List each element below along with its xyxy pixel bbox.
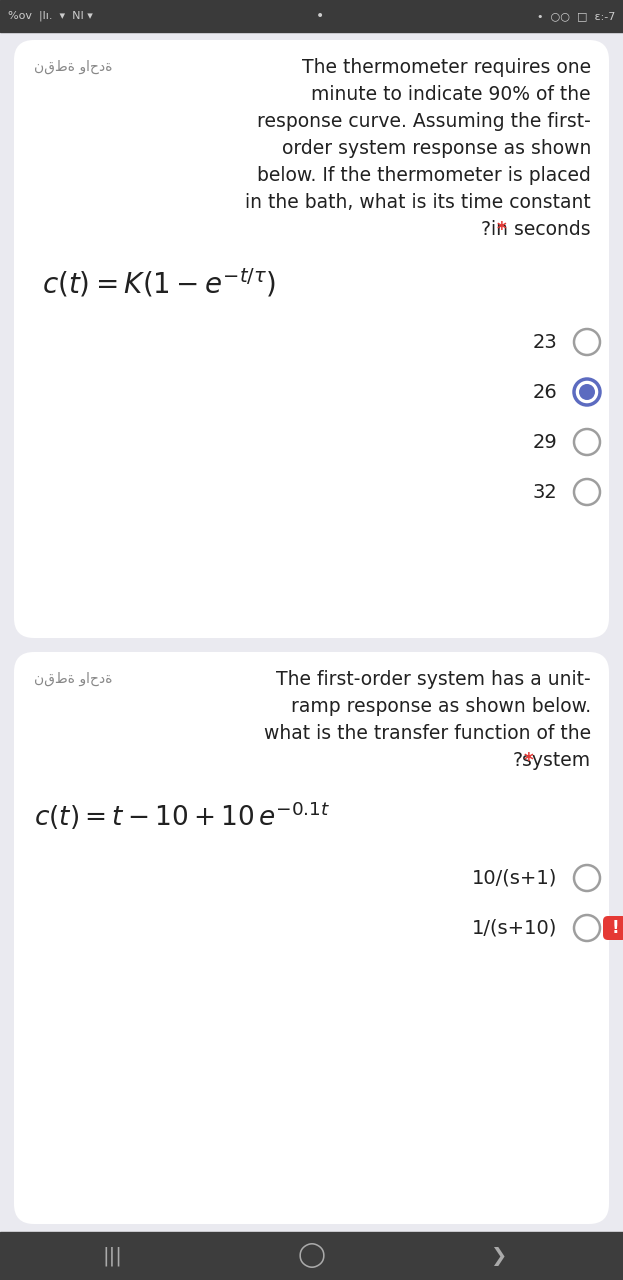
Text: *: * xyxy=(523,751,533,771)
Text: The first-order system has a unit-: The first-order system has a unit- xyxy=(277,669,591,689)
Text: 32: 32 xyxy=(532,483,557,502)
Circle shape xyxy=(574,329,600,355)
Bar xyxy=(0,1231,623,1280)
FancyBboxPatch shape xyxy=(14,40,609,637)
Text: 1/(s+10): 1/(s+10) xyxy=(472,919,557,937)
Text: 29: 29 xyxy=(532,433,557,452)
Bar xyxy=(0,0,623,32)
Text: The thermometer requires one: The thermometer requires one xyxy=(302,58,591,77)
Text: 10/(s+1): 10/(s+1) xyxy=(472,869,557,887)
Text: $c(t) = t - 10 + 10\, e^{-0.1t}$: $c(t) = t - 10 + 10\, e^{-0.1t}$ xyxy=(34,800,330,832)
Text: ?in seconds: ?in seconds xyxy=(482,220,591,239)
FancyBboxPatch shape xyxy=(14,652,609,1224)
Text: in the bath, what is its time constant: in the bath, what is its time constant xyxy=(245,193,591,212)
Text: نقطة واحدة: نقطة واحدة xyxy=(34,672,113,686)
Text: ◯: ◯ xyxy=(298,1243,325,1268)
Text: |||: ||| xyxy=(102,1247,122,1266)
Circle shape xyxy=(574,915,600,941)
Text: 23: 23 xyxy=(532,333,557,352)
Text: •: • xyxy=(316,9,324,23)
FancyBboxPatch shape xyxy=(603,916,623,940)
Circle shape xyxy=(579,384,595,399)
Text: !: ! xyxy=(611,919,619,937)
Text: ❯: ❯ xyxy=(490,1247,506,1266)
Text: minute to indicate 90% of the: minute to indicate 90% of the xyxy=(312,84,591,104)
Text: •  ○○  □  ε:-7: • ○○ □ ε:-7 xyxy=(536,12,615,20)
Text: order system response as shown: order system response as shown xyxy=(282,140,591,157)
Circle shape xyxy=(574,865,600,891)
Text: ramp response as shown below.: ramp response as shown below. xyxy=(291,698,591,716)
Circle shape xyxy=(574,379,600,404)
Text: $c(t) = K\left(1 - e^{-t/\tau}\right)$: $c(t) = K\left(1 - e^{-t/\tau}\right)$ xyxy=(42,268,276,300)
Text: what is the transfer function of the: what is the transfer function of the xyxy=(264,724,591,742)
Text: %ov  |lı.  ▾  NI ▾: %ov |lı. ▾ NI ▾ xyxy=(8,10,93,22)
Text: below. If the thermometer is placed: below. If the thermometer is placed xyxy=(257,166,591,186)
Text: response curve. Assuming the first-: response curve. Assuming the first- xyxy=(257,111,591,131)
Text: 26: 26 xyxy=(532,383,557,402)
Text: *: * xyxy=(497,220,506,239)
Text: ?system: ?system xyxy=(513,751,591,771)
Circle shape xyxy=(574,429,600,454)
Circle shape xyxy=(574,479,600,506)
Text: نقطة واحدة: نقطة واحدة xyxy=(34,60,113,74)
